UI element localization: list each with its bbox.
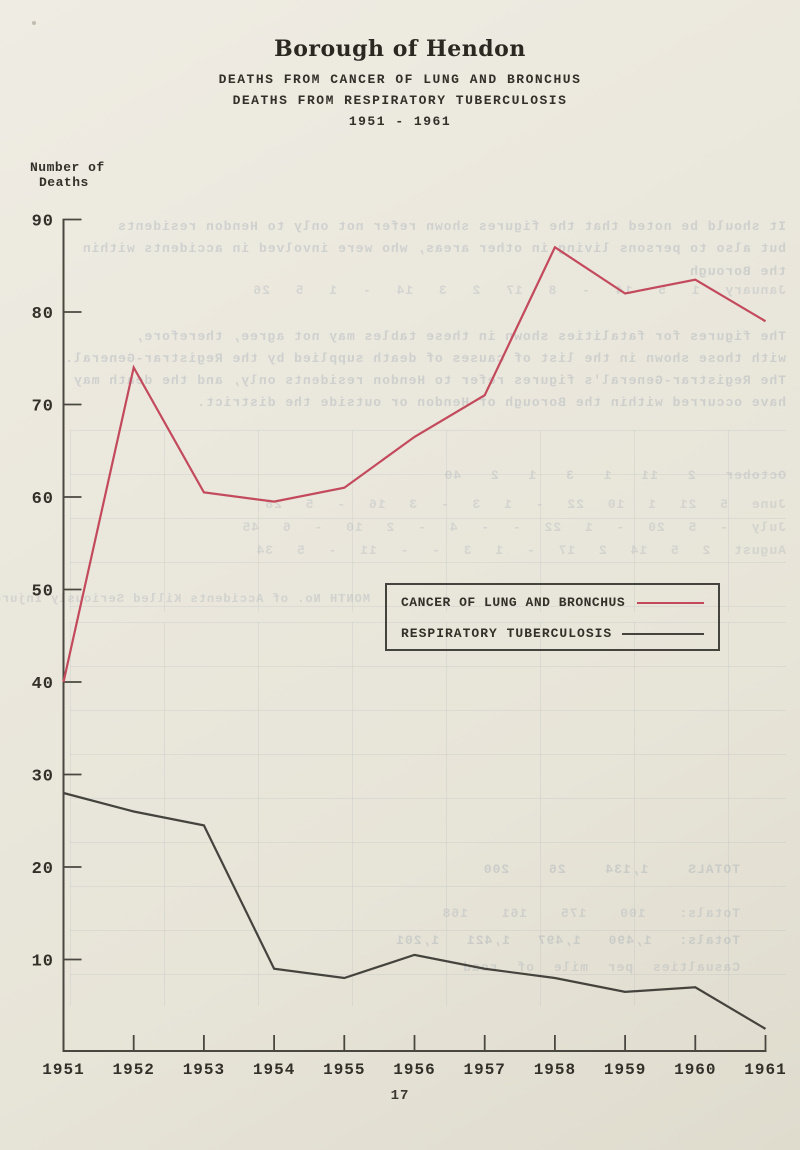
y-axis-tick-label: 70 <box>32 398 54 417</box>
y-axis-tick-label: 30 <box>32 768 54 787</box>
y-axis-title-line1: Number of <box>30 160 105 175</box>
page-header: Borough of Hendon DEATHS FROM CANCER OF … <box>0 0 800 135</box>
subtitle-period: 1951 - 1961 <box>348 114 452 129</box>
x-axis-tick-label: 1960 <box>674 1061 716 1079</box>
legend-label-tb: RESPIRATORY TUBERCULOSIS <box>401 626 613 641</box>
y-axis-title-line2: Deaths <box>39 175 89 190</box>
x-axis-tick-label: 1953 <box>183 1061 225 1079</box>
page-title: Borough of Hendon <box>274 36 526 62</box>
x-axis-tick-label: 1961 <box>744 1061 786 1079</box>
legend-row-tb: RESPIRATORY TUBERCULOSIS <box>401 626 704 641</box>
series-line-respiratory-tuberculosis <box>63 791 767 1030</box>
y-axis-tick-label: 10 <box>32 953 54 972</box>
y-axis-tick-label: 50 <box>32 583 54 602</box>
y-axis-title: Number of Deaths <box>30 160 105 190</box>
x-axis-tick-label: 1958 <box>534 1061 576 1079</box>
legend-line-sample-tb <box>622 632 704 635</box>
page-number: 17 <box>390 1088 410 1104</box>
y-axis-tick-label: 40 <box>32 675 54 694</box>
subtitle-line-1: DEATHS FROM CANCER OF LUNG AND BRONCHUS <box>218 72 582 87</box>
paper-speck <box>32 21 36 25</box>
x-axis-tick-label: 1955 <box>323 1061 365 1079</box>
y-axis-tick-label: 20 <box>32 860 54 879</box>
legend-label-cancer: CANCER OF LUNG AND BRONCHUS <box>401 595 626 610</box>
legend-row-cancer: CANCER OF LUNG AND BRONCHUS <box>401 595 704 610</box>
legend-line-sample-cancer <box>637 601 704 604</box>
series-line-cancer-of-lung-and-bronchus <box>62 245 767 683</box>
chart-legend: CANCER OF LUNG AND BRONCHUS RESPIRATORY … <box>385 583 720 651</box>
y-axis-tick-label: 80 <box>32 305 54 324</box>
x-axis-tick-label: 1952 <box>112 1061 154 1079</box>
x-axis-tick-label: 1959 <box>604 1061 646 1079</box>
x-axis-tick-label: 1956 <box>393 1061 435 1079</box>
y-axis-tick-label: 90 <box>32 213 54 232</box>
y-axis-tick-label: 60 <box>32 490 54 509</box>
subtitle-line-2: DEATHS FROM RESPIRATORY TUBERCULOSIS <box>232 93 568 108</box>
x-axis-tick-label: 1951 <box>42 1061 84 1079</box>
x-axis-tick-label: 1957 <box>463 1061 505 1079</box>
x-axis-tick-label: 1954 <box>253 1061 295 1079</box>
